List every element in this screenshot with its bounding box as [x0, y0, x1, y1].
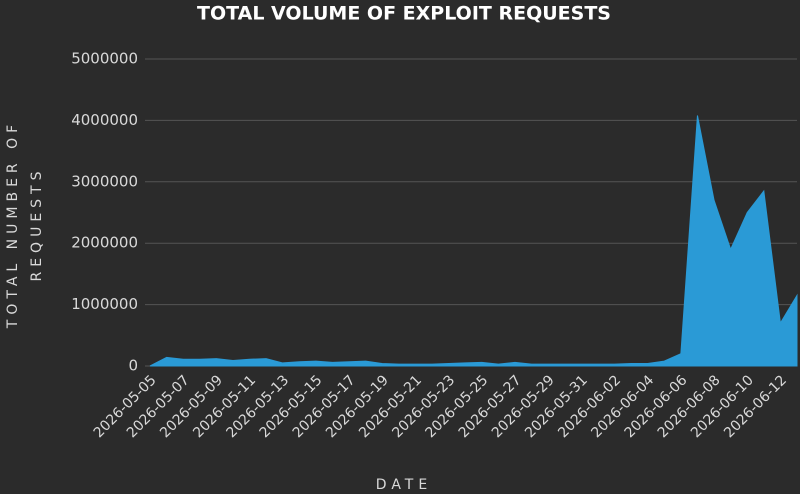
- y-tick-label: 3000000: [71, 172, 138, 190]
- chart-title: TOTAL VOLUME OF EXPLOIT REQUESTS: [197, 3, 611, 25]
- x-axis-title: DATE: [376, 477, 432, 493]
- y-tick-label: 0: [128, 357, 138, 375]
- y-tick-label: 2000000: [71, 234, 138, 252]
- y-axis-title: TOTAL NUMBER OF REQUESTS: [5, 119, 45, 329]
- y-tick-label: 1000000: [71, 295, 138, 313]
- y-tick-label: 5000000: [71, 50, 138, 68]
- y-tick-label: 4000000: [71, 111, 138, 129]
- area: [149, 115, 798, 367]
